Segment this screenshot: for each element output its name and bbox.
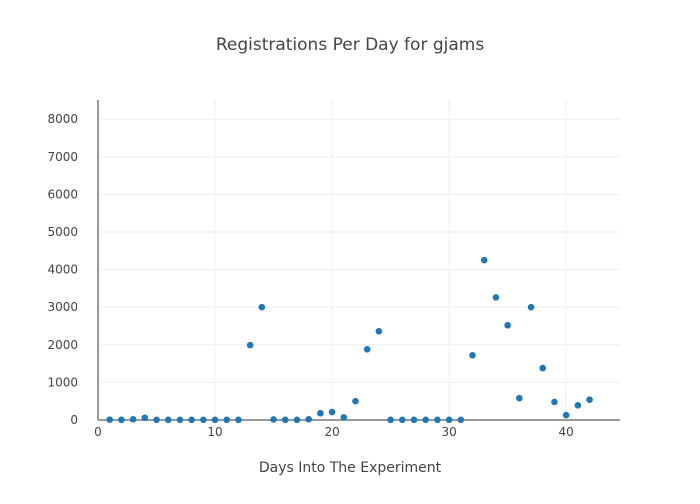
x-tick-label: 40 [559, 425, 574, 439]
data-point [551, 398, 558, 406]
data-point [457, 416, 465, 424]
y-tick-label: 1000 [47, 375, 78, 389]
y-tick-label: 7000 [47, 150, 78, 164]
x-tick-label: 30 [441, 425, 456, 439]
data-points [106, 256, 593, 424]
data-point [235, 416, 242, 424]
data-point [106, 416, 114, 423]
data-point [469, 352, 476, 359]
x-axis-label: Days Into The Experiment [259, 460, 442, 476]
data-point [539, 364, 547, 372]
y-tick-label: 0 [70, 413, 78, 427]
data-point [410, 416, 418, 424]
gridlines [98, 100, 620, 420]
data-point [352, 397, 359, 405]
data-point [270, 416, 277, 423]
data-point [516, 394, 523, 402]
data-point [504, 321, 511, 329]
data-point [305, 415, 312, 423]
data-point [340, 414, 348, 421]
y-tick-label: 5000 [47, 225, 78, 239]
data-point [153, 416, 160, 424]
data-point [328, 408, 336, 416]
data-point [293, 416, 301, 424]
data-point [434, 416, 441, 424]
data-point [375, 327, 383, 335]
x-tick-label: 10 [207, 425, 222, 439]
data-point [118, 416, 125, 424]
x-tick-label: 20 [324, 425, 339, 439]
data-point [258, 303, 266, 311]
data-point [281, 416, 289, 424]
data-point [527, 303, 535, 311]
data-point [363, 346, 371, 353]
y-tick-label: 3000 [47, 300, 78, 314]
data-point [176, 416, 184, 424]
chart-title: Registrations Per Day for gjams [216, 35, 485, 55]
y-tick-label: 6000 [47, 187, 78, 201]
data-point [129, 415, 137, 423]
data-point [387, 416, 394, 424]
data-point [399, 416, 406, 424]
axes: 0 1000 2000 3000 4000 5000 6000 7000 8000 0 10 20 30… [47, 100, 620, 439]
data-point [480, 256, 488, 264]
data-point [586, 396, 593, 403]
data-point [317, 409, 324, 417]
data-point [445, 416, 453, 424]
data-point [422, 416, 430, 424]
data-point [562, 411, 570, 419]
y-tick-label: 2000 [47, 338, 78, 352]
y-tick-label: 4000 [47, 263, 78, 277]
data-point [188, 416, 195, 424]
data-point [223, 416, 231, 424]
data-point [492, 294, 500, 301]
data-point [211, 416, 219, 424]
data-point [164, 416, 172, 424]
data-point [246, 341, 254, 349]
x-tick-label: 0 [94, 425, 102, 439]
data-point [200, 416, 207, 424]
data-point [574, 402, 582, 409]
data-point [141, 414, 149, 422]
y-tick-label: 8000 [47, 112, 78, 126]
